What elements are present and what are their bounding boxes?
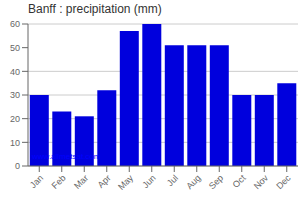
svg-text:10: 10 bbox=[10, 138, 20, 148]
svg-text:Jun: Jun bbox=[140, 173, 157, 190]
svg-text:Dec: Dec bbox=[274, 173, 293, 192]
svg-text:Aug: Aug bbox=[184, 173, 202, 191]
html-text:www.allmetsat.com: www.allmetsat.com bbox=[32, 152, 101, 161]
svg-text:Feb: Feb bbox=[50, 173, 68, 191]
svg-text:40: 40 bbox=[10, 67, 20, 77]
svg-text:Sep: Sep bbox=[207, 173, 225, 191]
svg-text:Jan: Jan bbox=[28, 173, 45, 190]
svg-text:Mar: Mar bbox=[72, 173, 90, 191]
svg-text:60: 60 bbox=[10, 19, 20, 29]
html-text:Banff : precipitation (mm): Banff : precipitation (mm) bbox=[28, 2, 162, 16]
svg-text:Nov: Nov bbox=[252, 173, 271, 192]
svg-text:Oct: Oct bbox=[231, 173, 248, 190]
svg-text:May: May bbox=[116, 173, 135, 192]
svg-text:Apr: Apr bbox=[96, 173, 113, 190]
svg-text:30: 30 bbox=[10, 90, 20, 100]
svg-text:Jul: Jul bbox=[165, 173, 180, 188]
svg-text:50: 50 bbox=[10, 43, 20, 53]
svg-text:0: 0 bbox=[15, 161, 20, 171]
svg-text:20: 20 bbox=[10, 114, 20, 124]
